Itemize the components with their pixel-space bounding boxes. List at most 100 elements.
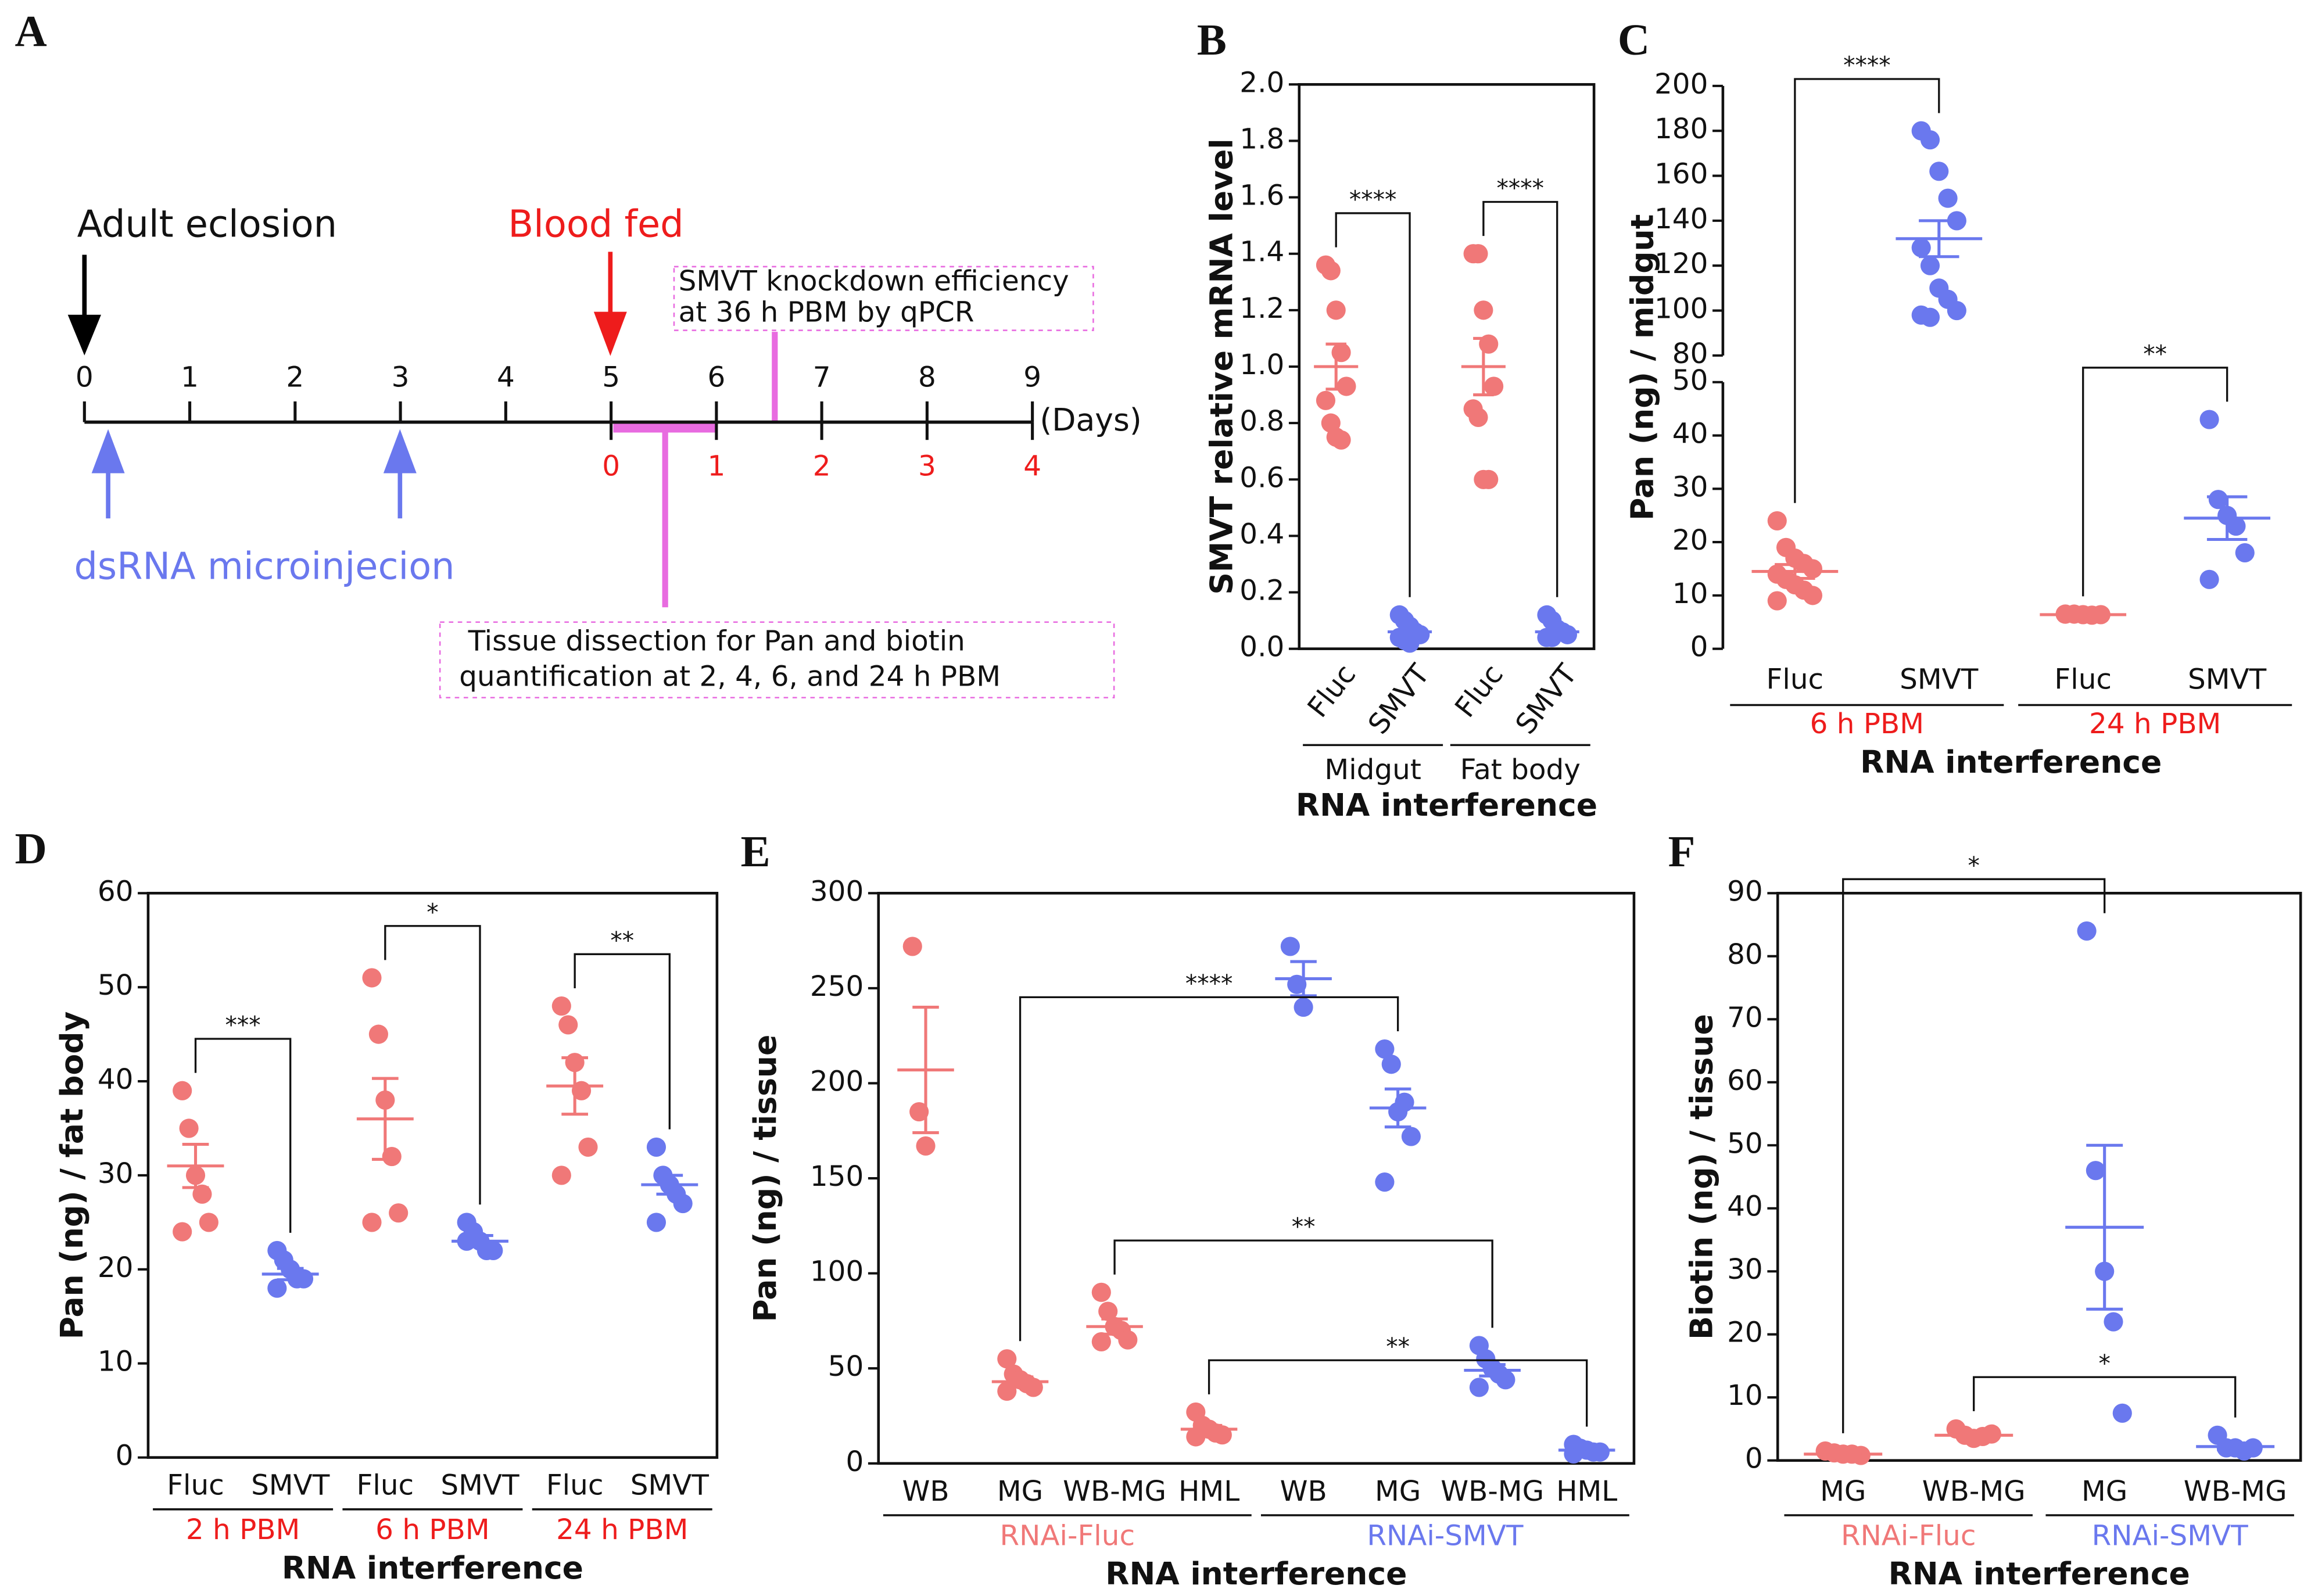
data-point	[646, 1137, 667, 1157]
y-tick-label: 50	[828, 1350, 864, 1383]
data-point	[1803, 586, 1823, 605]
x-tick-label: Fluc	[1302, 658, 1363, 723]
y-axis-label: Biotin (ng) / tissue	[1683, 1014, 1719, 1340]
eclosion-label: Adult eclosion	[77, 203, 337, 246]
qpcr-note: at 36 h PBM by qPCR	[679, 296, 974, 328]
y-tick-label: 10	[98, 1346, 134, 1378]
plot-frame	[146, 892, 719, 1459]
y-tick-label: 10	[1727, 1379, 1763, 1412]
x-tick-label: HML	[1178, 1475, 1239, 1508]
significance-bracket	[574, 953, 671, 1129]
y-tick-label: 0	[845, 1446, 864, 1478]
y-tick-label: 80	[1727, 938, 1763, 971]
x-tick-label: Fluc	[2054, 663, 2112, 696]
data-point	[1469, 1378, 1489, 1397]
y-tick-label: 0.0	[1239, 631, 1284, 663]
data-point	[902, 937, 922, 956]
data-point	[1929, 162, 1949, 181]
day-label: 2	[286, 361, 304, 394]
significance-bracket	[1208, 1359, 1588, 1427]
injection-label: dsRNA microinjecion	[74, 546, 454, 589]
y-tick-label: 100	[1654, 293, 1708, 325]
x-tick-label: MG	[997, 1475, 1043, 1508]
day-label: 0	[76, 361, 94, 394]
x-tick-label: WB-MG	[2184, 1475, 2287, 1508]
y-tick-label: 30	[98, 1157, 134, 1190]
y-tick-label: 0.8	[1239, 405, 1284, 437]
y-tick-label: 0	[116, 1440, 134, 1472]
significance-label: **	[1292, 1213, 1316, 1241]
day-label: 3	[392, 361, 410, 394]
x-tick-label: SMVT	[1510, 658, 1584, 740]
data-point	[1803, 559, 1823, 579]
group-label: RNAi-SMVT	[1367, 1519, 1524, 1552]
data-point	[1484, 376, 1504, 396]
data-point	[1381, 1055, 1401, 1074]
x-axis-label: RNA interference	[1889, 1555, 2190, 1592]
y-tick-label: 40	[98, 1063, 134, 1096]
x-tick-label: HML	[1556, 1475, 1617, 1508]
y-tick-label: 0.6	[1239, 461, 1284, 494]
day-label: 8	[918, 361, 936, 394]
panel-letter: D	[15, 824, 46, 873]
y-tick-label: 20	[98, 1251, 134, 1284]
data-point	[199, 1213, 218, 1232]
dissection-box	[439, 621, 1115, 699]
significance-label: *	[2098, 1350, 2110, 1378]
x-tick-label: SMVT	[1362, 658, 1436, 740]
significance-label: *	[427, 898, 438, 926]
data-point	[368, 1024, 388, 1044]
y-tick-label: 250	[810, 970, 864, 1003]
significance-bracket	[1113, 1239, 1493, 1328]
y-axis-label: Pan (ng) / tissue	[747, 1035, 783, 1322]
panel-letter: E	[741, 827, 771, 876]
group-label: 2 h PBM	[186, 1513, 300, 1546]
y-tick-label: 0	[1690, 631, 1708, 663]
qpcr-box	[673, 266, 1094, 331]
group-label: 24 h PBM	[556, 1513, 688, 1546]
data-point	[558, 1015, 578, 1035]
panel-letter: A	[15, 6, 46, 56]
data-point	[2199, 569, 2219, 589]
data-point	[1316, 390, 1336, 410]
data-point	[997, 1381, 1017, 1401]
significance-bracket	[1842, 878, 2106, 1433]
x-axis-label: RNA interference	[1860, 744, 2162, 780]
significance-label: *	[1968, 852, 1980, 880]
group-label: 24 h PBM	[2089, 708, 2221, 740]
data-point	[909, 1102, 929, 1122]
data-point	[1767, 511, 1787, 530]
significance-label: **	[2143, 340, 2167, 368]
data-point	[1375, 1172, 1395, 1192]
x-tick-label: Fluc	[1767, 663, 1824, 696]
y-tick-label: 20	[1727, 1317, 1763, 1349]
significance-label: ****	[1497, 174, 1545, 202]
y-tick-label: 80	[1672, 338, 1708, 370]
day-label: 5	[602, 361, 620, 394]
y-tick-label: 20	[1672, 524, 1708, 557]
y-tick-label: 100	[810, 1256, 864, 1288]
pbm-day-label: 3	[918, 450, 936, 483]
days-unit: (Days)	[1040, 401, 1141, 438]
data-point	[2208, 490, 2228, 510]
y-tick-label: 90	[1727, 875, 1763, 908]
y-tick-label: 180	[1654, 113, 1708, 145]
significance-label: **	[610, 927, 634, 955]
group-label: RNAi-Fluc	[1000, 1519, 1135, 1552]
y-tick-label: 120	[1654, 248, 1708, 280]
y-tick-label: 0.4	[1239, 518, 1284, 550]
eclosion-arrow	[67, 254, 101, 356]
y-tick-label: 40	[1672, 418, 1708, 450]
data-point	[1938, 188, 1958, 208]
significance-label: **	[1386, 1333, 1410, 1361]
significance-label: ***	[225, 1012, 261, 1039]
y-tick-label: 0.2	[1239, 575, 1284, 607]
y-tick-label: 200	[810, 1065, 864, 1098]
pbm-day-label: 1	[707, 450, 725, 483]
y-tick-label: 2.0	[1239, 66, 1284, 99]
x-tick-label: WB	[1280, 1475, 1327, 1508]
data-point	[1294, 998, 1313, 1017]
pbm-day-label: 0	[602, 450, 620, 483]
data-point	[646, 1213, 667, 1232]
